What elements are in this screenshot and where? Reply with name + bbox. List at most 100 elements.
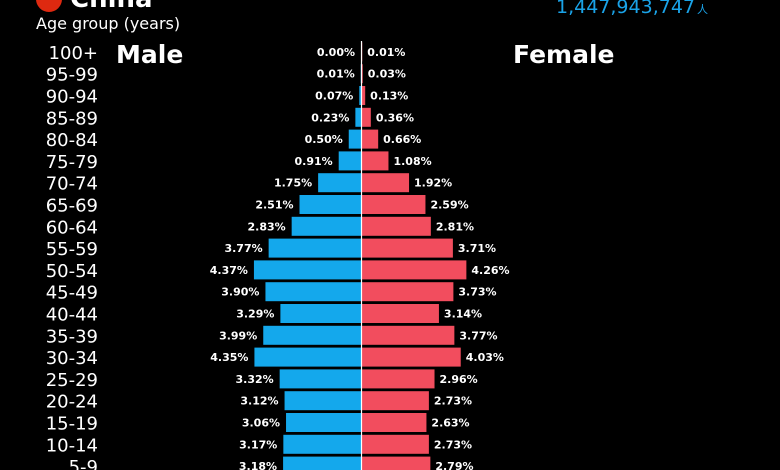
male-bar (338, 151, 361, 171)
age-group-label: 35-39 (46, 326, 98, 347)
female-value-label: 1.08% (393, 155, 431, 168)
age-group-label: 65-69 (46, 196, 98, 217)
age-group-label: 25-29 (46, 370, 98, 391)
male-value-label: 2.83% (247, 220, 285, 233)
female-value-label: 2.63% (431, 417, 469, 430)
female-value-label: 2.81% (436, 220, 474, 233)
male-bar (348, 129, 361, 149)
male-bar (284, 391, 361, 411)
female-bar (362, 434, 429, 454)
male-bar (318, 173, 361, 193)
female-bar (362, 129, 379, 149)
male-bar (263, 325, 361, 345)
female-value-label: 1.92% (414, 177, 452, 190)
female-bar (362, 64, 363, 84)
female-bar (362, 282, 454, 302)
female-value-label: 3.73% (458, 286, 496, 299)
male-series-label: Male (116, 40, 184, 69)
female-bar (362, 456, 431, 470)
china-flag-icon (36, 0, 62, 12)
male-value-label: 3.18% (239, 460, 277, 470)
male-bar (291, 216, 361, 236)
male-value-label: 0.23% (311, 111, 349, 124)
female-bar (362, 151, 389, 171)
male-value-label: 1.75% (274, 177, 312, 190)
female-value-label: 0.03% (368, 68, 406, 81)
female-value-label: 2.79% (435, 460, 473, 470)
female-value-label: 0.13% (370, 90, 408, 103)
female-bar (362, 195, 426, 214)
female-bar (362, 391, 429, 411)
age-group-label: 55-59 (46, 239, 98, 260)
female-value-label: 2.96% (440, 373, 478, 386)
male-bar (283, 434, 361, 454)
male-bar (268, 238, 361, 258)
y-axis-title: Age group (years) (36, 14, 181, 33)
age-group-label: 90-94 (46, 87, 98, 108)
male-value-label: 0.00% (317, 46, 355, 59)
male-value-label: 0.01% (317, 68, 355, 81)
female-value-label: 4.26% (471, 264, 509, 277)
male-bar (299, 195, 361, 214)
male-value-label: 2.51% (255, 199, 293, 212)
male-value-label: 3.99% (219, 329, 257, 342)
male-bar (359, 86, 361, 105)
female-bar (362, 86, 366, 105)
male-bar (280, 304, 361, 323)
male-bar (283, 456, 361, 470)
age-group-label: 45-49 (46, 283, 98, 304)
male-value-label: 3.32% (235, 373, 273, 386)
female-value-label: 4.03% (466, 351, 504, 364)
female-bar (362, 173, 410, 193)
male-value-label: 3.29% (236, 308, 274, 321)
total-population-unit: 人 (697, 3, 709, 16)
age-group-label: 50-54 (46, 261, 98, 282)
female-value-label: 2.59% (430, 199, 468, 212)
male-value-label: 3.17% (239, 438, 277, 451)
female-bar (362, 260, 467, 280)
female-bar (362, 107, 371, 127)
male-value-label: 0.07% (315, 90, 353, 103)
male-bar (254, 347, 361, 367)
age-group-label: 70-74 (46, 174, 98, 195)
age-group-label: 15-19 (46, 414, 98, 435)
female-series-label: Female (513, 40, 615, 69)
male-value-label: 3.12% (240, 395, 278, 408)
male-bar (355, 107, 361, 127)
male-value-label: 4.37% (210, 264, 248, 277)
age-group-label: 60-64 (46, 217, 98, 238)
age-group-label: 40-44 (46, 305, 98, 326)
female-bar (362, 216, 431, 236)
total-population: 1,447,943,747 人 (556, 0, 708, 18)
female-value-label: 2.73% (434, 438, 472, 451)
female-bar (362, 304, 439, 323)
female-value-label: 3.71% (458, 242, 496, 255)
female-value-label: 0.66% (383, 133, 421, 146)
male-value-label: 3.90% (221, 286, 259, 299)
female-bar (362, 347, 461, 367)
age-group-label: 30-34 (46, 348, 98, 369)
total-population-value: 1,447,943,747 (556, 0, 696, 18)
age-group-label: 5-9 (69, 457, 98, 470)
male-value-label: 4.35% (210, 351, 248, 364)
male-value-label: 0.91% (295, 155, 333, 168)
female-value-label: 0.36% (376, 111, 414, 124)
female-bar (362, 238, 453, 258)
male-bar (265, 282, 361, 302)
age-group-label: 10-14 (46, 435, 98, 456)
country-name: China (70, 0, 153, 12)
country-header: China (36, 0, 153, 12)
age-group-label: 100+ (49, 43, 98, 64)
age-group-label: 75-79 (46, 152, 98, 173)
female-bar (362, 413, 427, 432)
female-bar (362, 325, 455, 345)
age-group-label: 85-89 (46, 108, 98, 129)
female-value-label: 3.14% (444, 308, 482, 321)
female-value-label: 2.73% (434, 395, 472, 408)
male-bar (279, 369, 361, 389)
male-bar (253, 260, 361, 280)
male-value-label: 3.06% (242, 417, 280, 430)
age-group-label: 95-99 (46, 65, 98, 86)
female-value-label: 0.01% (367, 46, 405, 59)
